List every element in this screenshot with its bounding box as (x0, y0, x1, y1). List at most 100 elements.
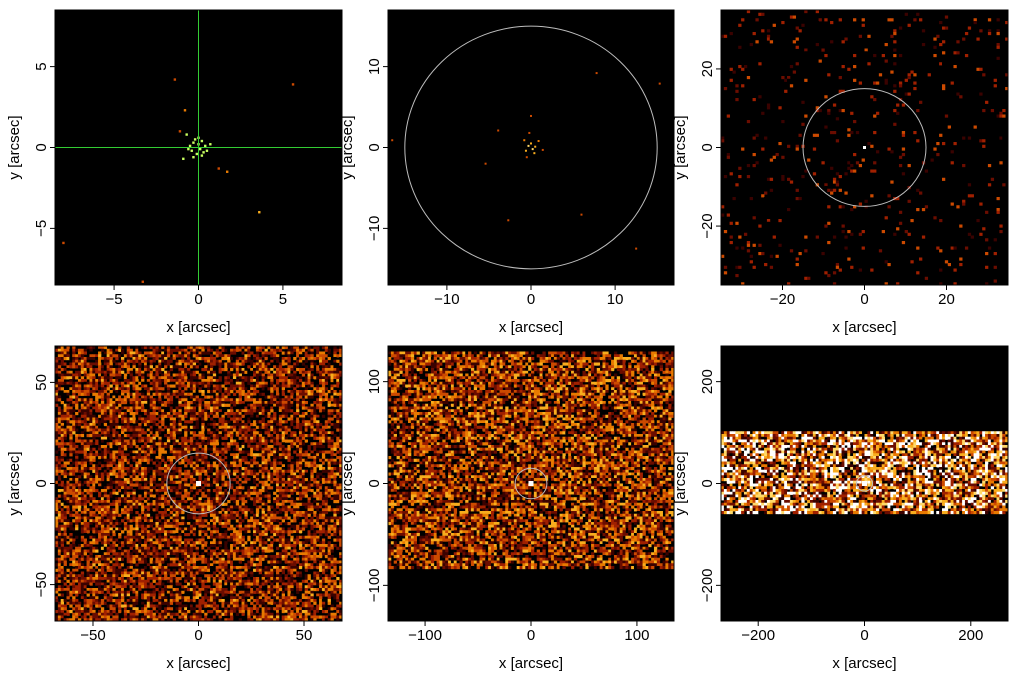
pixel (278, 434, 283, 438)
pixel (743, 65, 748, 69)
pixel (873, 169, 877, 173)
pixel (238, 373, 242, 377)
pixel (83, 480, 87, 484)
pixel (284, 447, 288, 451)
pixel (132, 442, 136, 446)
pixel (250, 368, 254, 372)
pixel (313, 500, 317, 504)
pixel (244, 480, 248, 484)
pixel (281, 458, 285, 462)
pixel (215, 439, 219, 443)
pixel (57, 395, 62, 399)
pixel (330, 480, 334, 484)
pixel (146, 395, 151, 399)
pixel (761, 183, 765, 187)
pixel (284, 500, 288, 504)
pixel (255, 368, 260, 372)
pixel (169, 425, 174, 429)
pixel (126, 469, 131, 473)
pixel (192, 478, 197, 482)
pixel (178, 442, 182, 446)
pixel (267, 365, 271, 369)
pixel (250, 472, 254, 476)
pixel (207, 450, 211, 454)
pixel (103, 502, 108, 506)
pixel (86, 403, 90, 407)
pixel (143, 453, 148, 457)
pixel (189, 348, 194, 352)
pixel (255, 348, 260, 352)
pixel (324, 450, 329, 454)
pixel (264, 357, 268, 361)
pixel (178, 381, 182, 385)
pixel (135, 401, 139, 405)
pixel (175, 447, 179, 451)
pixel (244, 489, 248, 493)
pixel (109, 406, 113, 410)
pixel (261, 436, 265, 440)
pixel (92, 456, 96, 460)
pixel (132, 500, 136, 504)
pixel (192, 464, 197, 468)
pixel (278, 401, 283, 405)
pixel (57, 346, 62, 350)
pixel (66, 370, 70, 374)
pixel (287, 365, 291, 369)
pixel (135, 368, 139, 372)
pixel (109, 480, 113, 484)
pixel (121, 461, 125, 465)
pixel (135, 376, 139, 380)
pixel (189, 384, 194, 388)
pixel (198, 436, 202, 440)
pixel (235, 480, 240, 484)
pixel (89, 376, 93, 380)
pixel (155, 387, 159, 391)
pixel (316, 486, 320, 490)
pixel (301, 412, 306, 416)
pixel (112, 348, 116, 352)
pixel (95, 464, 99, 468)
pixel (112, 412, 116, 416)
pixel (80, 472, 85, 476)
pixel (207, 494, 211, 498)
pixel (336, 486, 340, 490)
pixel (100, 398, 105, 402)
pixel (264, 489, 268, 493)
pixel (244, 395, 248, 399)
pixel (89, 491, 93, 495)
pixel (238, 398, 242, 402)
pixel (221, 442, 225, 446)
pixel (313, 357, 317, 361)
pixel (301, 414, 306, 418)
pixel (310, 403, 314, 407)
pixel (218, 480, 222, 484)
pixel (100, 406, 105, 410)
pixel (224, 456, 228, 460)
pixel (60, 502, 65, 506)
pixel (244, 376, 248, 380)
pixel (95, 370, 99, 374)
pixel (238, 423, 242, 427)
pixel (83, 387, 87, 391)
pixel (109, 486, 113, 490)
pixel (298, 376, 303, 380)
pixel (939, 282, 943, 285)
pixel (146, 362, 151, 366)
pixel (57, 458, 62, 462)
pixel (307, 362, 311, 366)
pixel (281, 472, 285, 476)
pixel (69, 398, 73, 402)
pixel (319, 409, 323, 413)
pixel (795, 263, 799, 267)
pixel (218, 373, 222, 377)
pixel (976, 219, 980, 223)
pixel (253, 491, 257, 495)
count-image (55, 346, 342, 621)
pixel (86, 483, 90, 487)
pixel (83, 401, 87, 405)
pixel (201, 447, 205, 451)
pixel (152, 434, 156, 438)
pixel (232, 489, 237, 493)
pixel (324, 354, 329, 358)
pixel (55, 436, 59, 440)
